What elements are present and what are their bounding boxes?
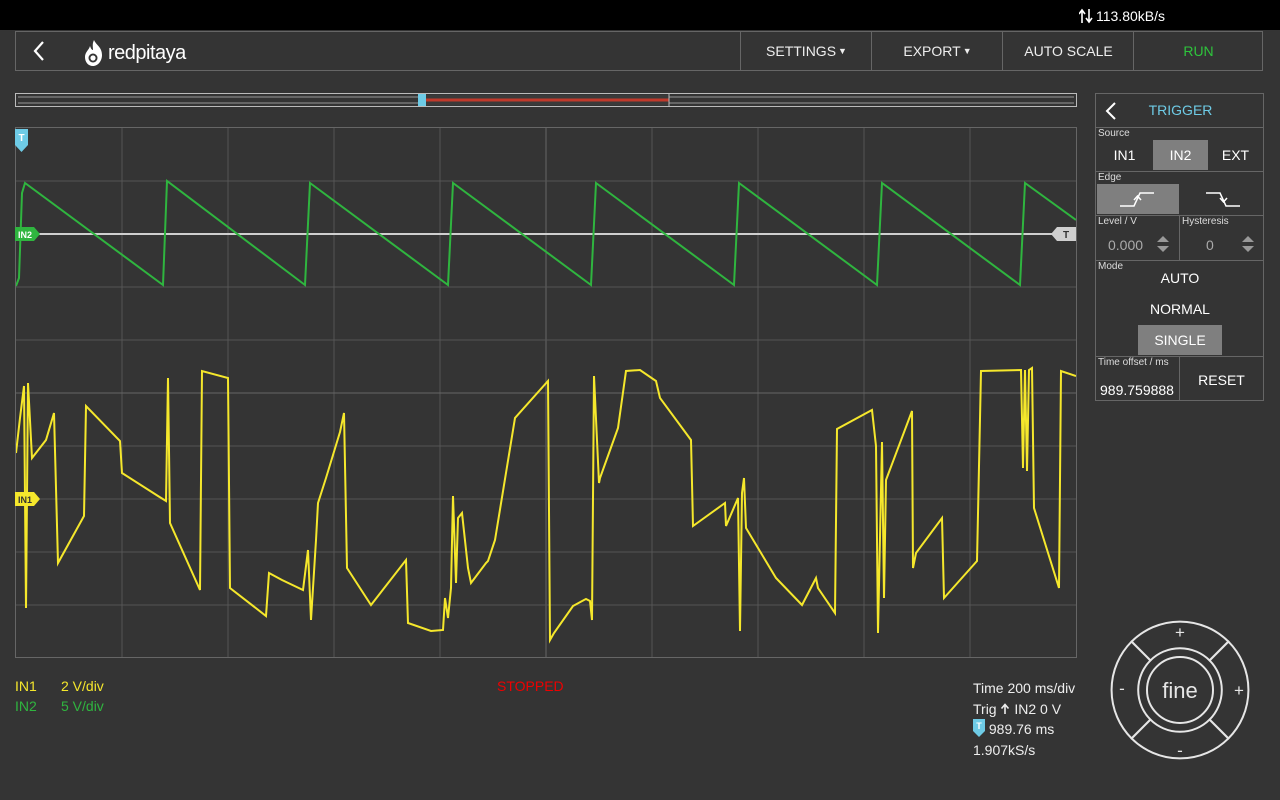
dpad-down-label: - [1177, 741, 1183, 760]
trigger-marker-icon: T [973, 719, 985, 737]
up-down-stepper-icon [1242, 236, 1254, 252]
dpad-left-button[interactable] [1110, 640, 1152, 740]
sample-rate: 1.907kS/s [973, 741, 1036, 758]
waveform-canvas [16, 128, 1076, 657]
in2-waveform [16, 179, 1076, 287]
in2-offset-marker[interactable]: IN2 [15, 227, 41, 246]
source-in2-button[interactable]: IN2 [1153, 140, 1208, 170]
chevron-left-icon [33, 41, 44, 61]
trigger-time-marker[interactable]: T [15, 129, 29, 158]
time-offset-info: T 989.76 ms [973, 719, 1075, 740]
mode-normal-button[interactable]: NORMAL [1150, 301, 1210, 317]
trigger-time-marker-label: T [18, 133, 24, 144]
in2-info-row[interactable]: IN2 5 V/div [15, 698, 104, 718]
export-label: EXPORT [903, 43, 961, 59]
back-button[interactable] [28, 39, 52, 63]
trigger-position-indicator[interactable] [418, 94, 426, 106]
in1-info-row[interactable]: IN1 2 V/div [15, 678, 104, 698]
source-ext-button[interactable]: EXT [1221, 147, 1250, 163]
chevron-left-icon [1105, 102, 1116, 120]
rising-arrow-icon [1001, 702, 1010, 714]
in1-offset-marker-label: IN1 [18, 495, 32, 505]
hysteresis-label: Hysteresis [1182, 216, 1229, 227]
settings-menu-button[interactable]: SETTINGS ▼ [740, 32, 872, 70]
level-value[interactable]: 0.000 [1108, 237, 1144, 253]
bandwidth-indicator: 113.80kB/s [1078, 8, 1165, 24]
caret-down-icon: ▼ [962, 46, 972, 56]
up-down-stepper-icon [1157, 236, 1169, 252]
run-button[interactable]: RUN [1133, 32, 1263, 70]
in2-name: IN2 [15, 698, 37, 714]
in1-waveform [16, 366, 1076, 644]
caret-down-icon: ▼ [838, 46, 847, 56]
auto-scale-button[interactable]: AUTO SCALE [1002, 32, 1134, 70]
plot-grid [16, 128, 1076, 657]
trigger-title: TRIGGER [1148, 102, 1213, 118]
level-label: Level / V [1098, 216, 1137, 227]
source-label: Source [1098, 128, 1130, 139]
reset-button[interactable]: RESET [1198, 372, 1245, 388]
edge-falling-button[interactable] [1180, 184, 1263, 214]
channel-info: IN1 2 V/div IN2 5 V/div [15, 678, 104, 718]
trigger-level-marker-label: T [1063, 230, 1069, 241]
buffer-overview-graphic [18, 94, 1074, 106]
mode-auto-button[interactable]: AUTO [1160, 270, 1200, 286]
mode-label: Mode [1098, 261, 1124, 272]
trigger-level-marker[interactable]: T [1051, 227, 1076, 246]
hysteresis-value[interactable]: 0 [1206, 237, 1214, 253]
hysteresis-stepper[interactable] [1241, 234, 1255, 259]
level-stepper[interactable] [1156, 234, 1170, 259]
app-header: redpitaya SETTINGS ▼ EXPORT ▼ AUTO SCALE R… [15, 31, 1263, 71]
redpitaya-logo: redpitaya [82, 38, 186, 68]
in1-scale: 2 V/div [61, 678, 104, 694]
dpad-fine-button[interactable] [1146, 656, 1214, 724]
oscilloscope-plot[interactable]: T IN2 IN1 T [15, 127, 1077, 658]
settings-label: SETTINGS [766, 43, 837, 59]
source-in1-button[interactable]: IN1 [1113, 147, 1136, 163]
trigger-info-prefix: Trig [973, 700, 997, 717]
export-menu-button[interactable]: EXPORT ▼ [871, 32, 1003, 70]
fine-control-dpad: + + - - fine [1105, 615, 1255, 765]
in2-scale: 5 V/div [61, 698, 104, 714]
dpad-right-label: + [1234, 681, 1244, 700]
dpad-up-label: + [1175, 623, 1185, 642]
acquisition-info: Time 200 ms/div Trig IN2 0 V T 989.76 ms… [973, 678, 1075, 760]
edge-label: Edge [1098, 172, 1122, 183]
run-label: RUN [1183, 43, 1214, 59]
trigger-info: Trig IN2 0 V [973, 699, 1075, 720]
flame-logo-icon [85, 40, 102, 66]
trigger-panel: TRIGGER Source IN1 IN2 EXT Edge Level / … [1095, 93, 1264, 401]
in2-offset-marker-label: IN2 [18, 230, 32, 240]
mode-single-button[interactable]: SINGLE [1138, 325, 1222, 355]
dpad-left-label: - [1119, 679, 1125, 698]
svg-text:T: T [976, 721, 982, 731]
in1-name: IN1 [15, 678, 37, 694]
rising-edge-icon [1120, 192, 1154, 207]
in1-offset-marker[interactable]: IN1 [15, 492, 41, 511]
falling-edge-icon [1205, 192, 1240, 207]
edge-rising-button[interactable] [1097, 184, 1179, 214]
dpad-fine-label: fine [1162, 678, 1197, 703]
logo-text: redpitaya [108, 41, 186, 64]
time-offset-info-value: 989.76 ms [988, 721, 1055, 737]
trigger-back-button[interactable] [1102, 100, 1120, 127]
time-offset-value[interactable]: 989.759888 [1100, 382, 1174, 398]
time-offset-label: Time offset / ms [1098, 357, 1169, 368]
trigger-info-value: IN2 0 V [1014, 700, 1062, 717]
acquisition-status: STOPPED [497, 678, 564, 694]
status-bar: 113.80kB/s [0, 0, 1280, 30]
transfer-arrows-icon [1078, 8, 1093, 24]
time-scale: Time 200 ms/div [973, 680, 1076, 696]
bandwidth-value: 113.80kB/s [1095, 8, 1165, 24]
auto-scale-label: AUTO SCALE [1024, 43, 1113, 59]
buffer-overview-bar[interactable] [15, 93, 1077, 107]
